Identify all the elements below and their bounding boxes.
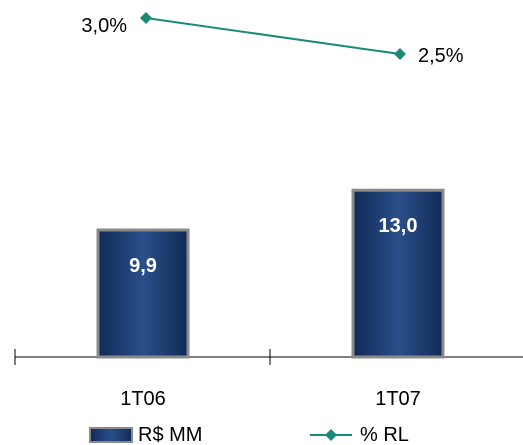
legend-bar-swatch (89, 427, 133, 443)
bar-data-label: 9,9 (129, 255, 157, 277)
line-data-label: 2,5% (418, 45, 464, 67)
legend-item-bar: R$ MM (89, 424, 202, 445)
legend-item-line: % RL (310, 424, 409, 445)
bar-data-label: 13,0 (379, 215, 418, 237)
line-point-marker (140, 12, 152, 24)
line-data-label: 3,0% (81, 15, 127, 37)
bar (351, 188, 445, 359)
line-series-path (145, 17, 401, 55)
legend-label: R$ MM (138, 424, 202, 445)
bar (96, 228, 190, 359)
x-tick-label: 1T07 (375, 388, 421, 410)
legend: R$ MM % RL (89, 424, 409, 445)
legend-label: % RL (360, 424, 409, 445)
line-point-marker (394, 48, 406, 60)
x-tick-label: 1T06 (120, 388, 166, 410)
legend-marker-icon (325, 429, 337, 441)
